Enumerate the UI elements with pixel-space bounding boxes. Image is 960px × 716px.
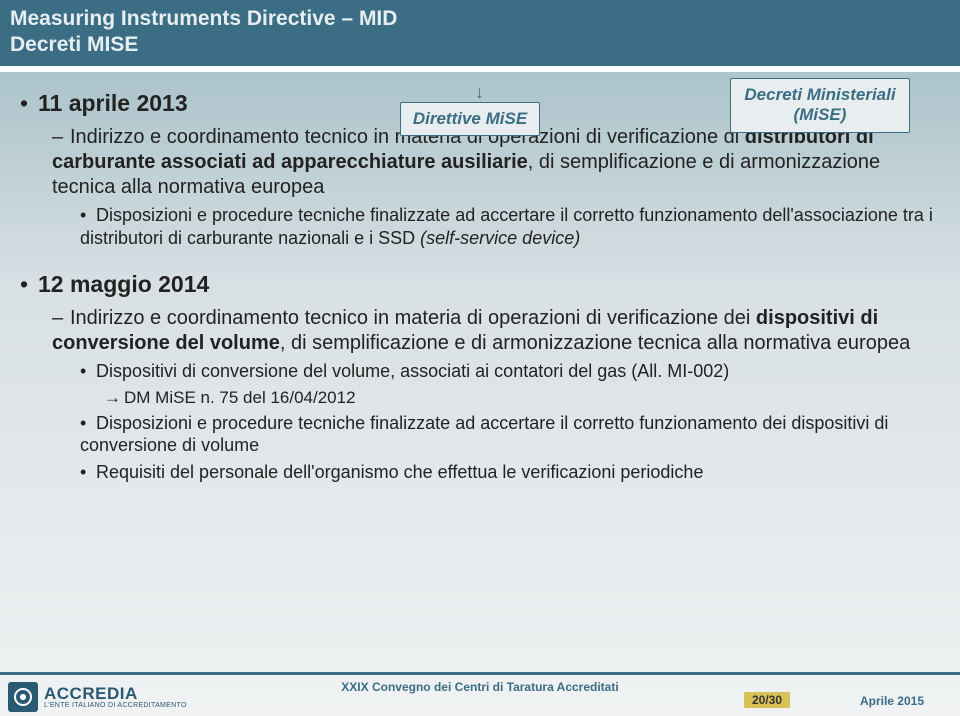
date-2013-text: 11 aprile 2013 (38, 90, 188, 116)
dot-icon: • (80, 204, 96, 227)
box-direttive-mise: Direttive MiSE (400, 102, 540, 136)
date-2014-text: 12 maggio 2014 (38, 271, 209, 297)
footer-conference-name: XXIX Convegno dei Centri di Taratura Acc… (0, 680, 960, 694)
sec2-bullet-3: •Requisiti del personale dell'organismo … (80, 461, 940, 484)
sec2-b2-text: Disposizioni e procedure tecniche finali… (80, 413, 888, 456)
box-decreti-line1: Decreti Ministeriali (744, 85, 895, 104)
sec2-b3-text: Requisiti del personale dell'organismo c… (96, 462, 703, 482)
sec1-b1-italic: (self-service device) (420, 228, 580, 248)
content-area: ↓ Direttive MiSE Decreti Ministeriali (M… (20, 90, 940, 666)
box-decreti-ministeriali: Decreti Ministeriali (MiSE) (730, 78, 910, 133)
footer: ACCREDIA L'ENTE ITALIANO DI ACCREDITAMEN… (0, 672, 960, 716)
title-line-2: Decreti MISE (10, 33, 138, 56)
slide: Measuring Instruments Directive – MID De… (0, 0, 960, 716)
sec2-b1-sub-text: DM MiSE n. 75 del 16/04/2012 (124, 388, 356, 407)
dash-icon: – (52, 306, 70, 331)
footer-date: Aprile 2015 (860, 694, 924, 708)
box-decreti-line2: (MiSE) (794, 105, 847, 124)
box-direttive-label: Direttive MiSE (413, 109, 527, 128)
sec2-subtitle: –Indirizzo e coordinamento tecnico in ma… (52, 306, 940, 356)
bullet-icon: • (20, 90, 38, 117)
page-number-badge: 20/30 (744, 692, 790, 708)
sec2-sub-lead: Indirizzo e coordinamento tecnico in mat… (70, 307, 756, 329)
arrow-down-icon: ↓ (475, 82, 484, 103)
sec2-sub-tail: , di semplificazione e di armonizzazione… (280, 332, 910, 354)
sec2-bullet-1-sub: →DM MiSE n. 75 del 16/04/2012 (104, 387, 940, 408)
sec1-bullet-1: •Disposizioni e procedure tecniche final… (80, 204, 940, 249)
date-heading-2014: •12 maggio 2014 (20, 271, 940, 298)
sec1-subtitle: –Indirizzo e coordinamento tecnico in ma… (52, 125, 940, 200)
footer-separator (0, 672, 960, 675)
sec2-bullet-2: •Disposizioni e procedure tecniche final… (80, 412, 940, 457)
dash-icon: – (52, 125, 70, 150)
title-line-1: Measuring Instruments Directive – MID (10, 7, 397, 30)
arrow-right-icon: → (104, 387, 124, 408)
dot-icon: • (80, 360, 96, 383)
dot-icon: • (80, 412, 96, 435)
title-separator (0, 66, 960, 72)
section-2014: •12 maggio 2014 –Indirizzo e coordinamen… (20, 271, 940, 483)
bullet-icon: • (20, 271, 38, 298)
sec2-bullet-1: •Dispositivi di conversione del volume, … (80, 360, 940, 383)
sec2-b1-text: Dispositivi di conversione del volume, a… (96, 361, 729, 381)
logo-subtitle: L'ENTE ITALIANO DI ACCREDITAMENTO (44, 702, 187, 709)
dot-icon: • (80, 461, 96, 484)
slide-title: Measuring Instruments Directive – MID De… (10, 6, 397, 59)
